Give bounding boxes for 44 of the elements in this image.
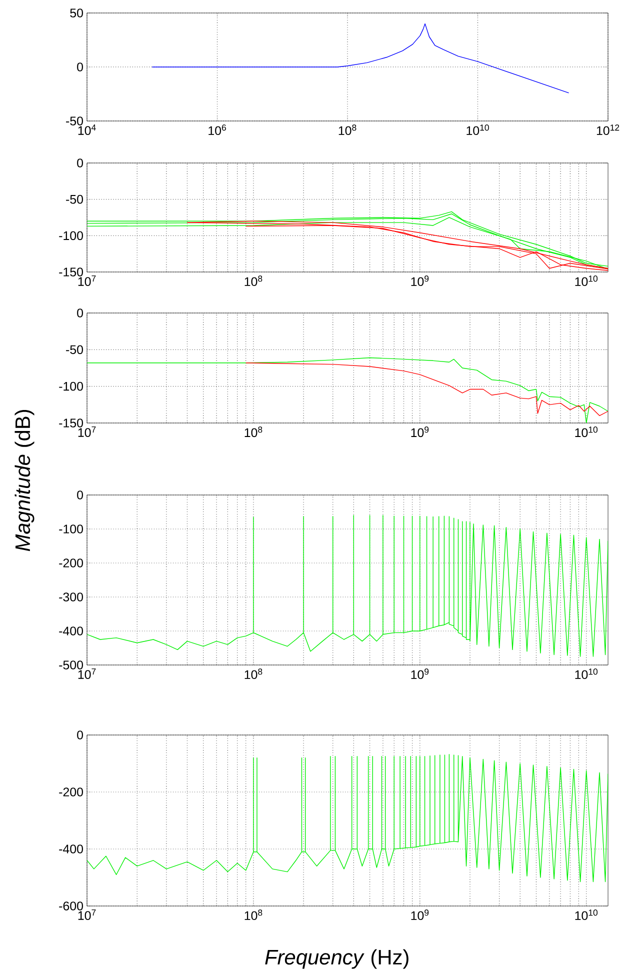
y-tick-label: 0 [77,62,83,72]
x-tick-label: 10$^{7}$ [78,910,96,920]
y-tick-label: -150 [59,418,84,428]
y-tick-label: -300 [59,592,84,602]
y-tick-label: -500 [59,660,84,670]
y-tick-label: -100 [59,524,84,534]
x-tick-label: 10$^{12}$ [596,124,620,136]
x-tick-label: 10$^{8}$ [244,426,262,438]
x-tick-label: 10$^{8}$ [244,668,262,680]
y-tick-label: -200 [59,788,84,796]
y-tick-label: -50 [66,116,83,126]
y-tick-label: -200 [59,558,84,568]
x-tick-label: 10$^{10}$ [575,910,598,920]
x-tick-label: 10$^{8}$ [338,124,356,136]
y-tick-label: -150 [59,268,84,276]
y-tick-label: -100 [59,382,84,391]
y-tick-label: -50 [66,345,84,354]
y-tick-label: -50 [66,194,84,204]
x-tick-label: 10$^{10}$ [575,276,598,286]
x-tick-label: 10$^{7}$ [78,668,96,679]
x-tick-label: 10$^{9}$ [411,910,429,920]
y-tick-label: -400 [59,844,84,854]
y-tick-label: 0 [77,158,84,168]
x-tick-label: 10$^{9}$ [411,276,429,286]
y-tick-label: -600 [59,902,84,910]
y-tick-label: -400 [59,626,84,636]
y-tick-label: 0 [77,490,84,500]
x-tick-label: 10$^{9}$ [411,426,429,438]
x-tick-label: 10$^{9}$ [411,668,429,680]
x-tick-label: 10$^{8}$ [244,910,262,920]
y-tick-label: 0 [77,730,84,740]
y-tick-label: -100 [59,231,84,240]
y-axis-title: Magnitude (dB) [14,410,34,552]
x-tick-label: 10$^{10}$ [466,124,489,136]
x-tick-label: 10$^{10}$ [575,668,598,680]
x-tick-label: 10$^{8}$ [244,276,262,286]
x-tick-label: 10$^{7}$ [78,276,96,286]
x-tick-label: 10$^{7}$ [78,426,96,437]
x-tick-label: 10$^{6}$ [208,124,226,136]
y-tick-label: 0 [77,308,84,318]
x-tick-label: 10$^{10}$ [575,426,598,438]
x-axis-title: Frequency (Hz) [265,949,408,969]
y-tick-label: 50 [70,8,83,18]
x-tick-label: 10$^{4}$ [78,124,96,135]
